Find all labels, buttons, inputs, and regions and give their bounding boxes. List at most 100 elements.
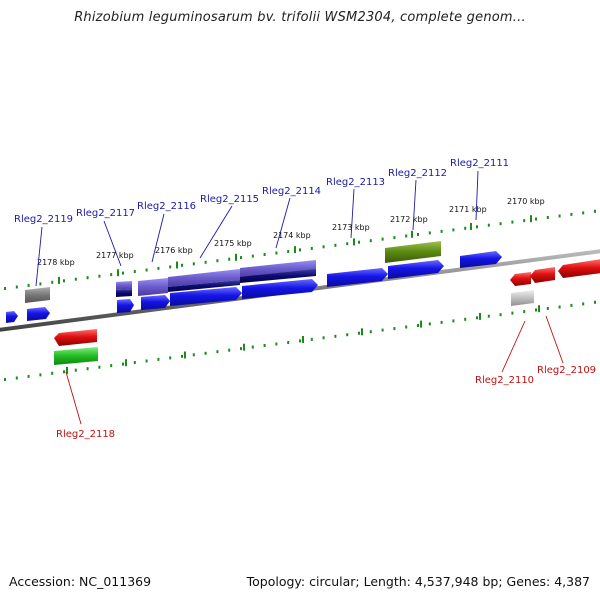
gene-arrow[interactable] <box>558 259 600 278</box>
accession-text: Accession: NC_011369 <box>9 574 152 589</box>
gene-arrow[interactable] <box>54 329 97 346</box>
gene-arrow[interactable] <box>117 299 134 313</box>
tick-dot <box>51 280 54 284</box>
tick-dot <box>346 242 349 246</box>
tick-label-2173: 2173 kbp <box>332 223 370 232</box>
tick-mark <box>294 246 296 254</box>
tick-dot <box>27 283 30 287</box>
tick-label-2174: 2174 kbp <box>273 231 311 240</box>
tick-dot <box>428 231 431 235</box>
tick-mark <box>302 336 304 343</box>
leader-line <box>199 205 233 259</box>
tick-dot <box>181 263 183 267</box>
tick-dot <box>228 348 231 352</box>
tick-dot <box>169 356 172 360</box>
tick-dot <box>39 373 42 377</box>
tick-mark <box>361 328 363 336</box>
gene-box[interactable] <box>54 347 98 365</box>
gene-arrow[interactable] <box>530 267 555 283</box>
gene-label-rleg2-2111[interactable]: Rleg2_2111 <box>450 158 509 169</box>
tick-dot <box>358 331 360 335</box>
tick-label-2178: 2178 kbp <box>37 258 75 267</box>
tick-dot <box>275 251 278 255</box>
gene-arrow[interactable] <box>242 279 318 299</box>
gene-arrow[interactable] <box>141 295 170 310</box>
leader-line <box>412 179 417 231</box>
leader-line <box>65 371 82 425</box>
tick-dot <box>63 279 65 283</box>
gene-label-rleg2-2119[interactable]: Rleg2_2119 <box>14 214 73 225</box>
gene-arrow[interactable] <box>388 260 444 279</box>
tick-dot <box>133 361 136 364</box>
tick-dot <box>216 259 219 263</box>
tick-dot <box>369 239 372 243</box>
rrna-box[interactable] <box>385 241 441 263</box>
tick-dot <box>417 233 419 236</box>
gene-arrow[interactable] <box>460 251 502 268</box>
gene-box[interactable] <box>138 278 168 296</box>
tick-dot <box>464 317 467 321</box>
tick-dot <box>310 246 313 250</box>
tick-dot <box>110 364 113 368</box>
tick-dot <box>216 350 219 354</box>
leader-line <box>35 226 43 287</box>
gene-label-rleg2-2112[interactable]: Rleg2_2112 <box>388 168 447 179</box>
tick-dot <box>546 307 549 310</box>
tick-dot <box>157 266 160 270</box>
tick-dot <box>299 339 301 343</box>
kbp-labels: 2178 kbp 2177 kbp 2176 kbp 2175 kbp 2174… <box>37 197 545 267</box>
gene-arrow[interactable] <box>27 307 50 321</box>
gene-label-rleg2-2113[interactable]: Rleg2_2113 <box>326 177 385 188</box>
tick-dot <box>63 370 65 374</box>
tick-dot <box>145 359 148 363</box>
tick-dot <box>440 229 443 233</box>
tick-dot <box>594 209 596 213</box>
tick-dot <box>476 316 478 320</box>
gene-label-rleg2-2115[interactable]: Rleg2_2115 <box>200 194 259 205</box>
tick-dot <box>334 334 337 338</box>
leader-line <box>475 170 479 221</box>
tick-dot <box>133 270 136 273</box>
tick-dot <box>204 351 207 355</box>
tick-dot <box>417 324 419 327</box>
gene-label-rleg2-2117[interactable]: Rleg2_2117 <box>76 208 135 219</box>
leader-line <box>545 315 564 364</box>
plus-strand-genes <box>6 241 502 323</box>
tick-dot <box>86 367 89 371</box>
tick-dot <box>263 344 266 347</box>
gene-box[interactable] <box>168 269 240 287</box>
tick-dot <box>440 320 443 324</box>
gene-box[interactable] <box>240 269 316 283</box>
tick-dot <box>558 214 561 218</box>
gene-box[interactable] <box>116 281 132 290</box>
tick-dot <box>535 308 537 312</box>
gene-label-rleg2-2109[interactable]: Rleg2_2109 <box>537 365 596 376</box>
gene-arrow[interactable] <box>327 268 388 287</box>
leader-line <box>275 197 291 249</box>
tick-dot <box>511 311 514 315</box>
leader-line <box>151 213 165 263</box>
tick-dot <box>346 333 349 337</box>
gene-arrow[interactable] <box>170 287 242 306</box>
gene-arrow[interactable] <box>510 272 531 286</box>
tick-dot <box>4 287 6 290</box>
leader-line <box>501 320 526 373</box>
gene-box[interactable] <box>116 289 132 297</box>
tick-mark <box>420 320 422 328</box>
gene-label-rleg2-2118[interactable]: Rleg2_2118 <box>56 429 115 440</box>
gene-box[interactable] <box>168 280 240 292</box>
tick-dot <box>228 257 231 261</box>
gene-label-rleg2-2114[interactable]: Rleg2_2114 <box>262 186 321 197</box>
tick-dot <box>487 314 490 318</box>
tick-dot <box>594 300 596 304</box>
tick-dot <box>39 282 42 286</box>
gene-arrow[interactable] <box>6 311 18 323</box>
gene-label-rleg2-2110[interactable]: Rleg2_2110 <box>475 375 534 386</box>
tick-dot <box>51 371 54 375</box>
gene-box-gray[interactable] <box>511 290 534 306</box>
pseudogene-box[interactable] <box>25 287 50 303</box>
tick-dot <box>287 250 290 253</box>
gene-box[interactable] <box>240 260 316 278</box>
tick-dot <box>310 337 313 341</box>
gene-label-rleg2-2116[interactable]: Rleg2_2116 <box>137 201 196 212</box>
